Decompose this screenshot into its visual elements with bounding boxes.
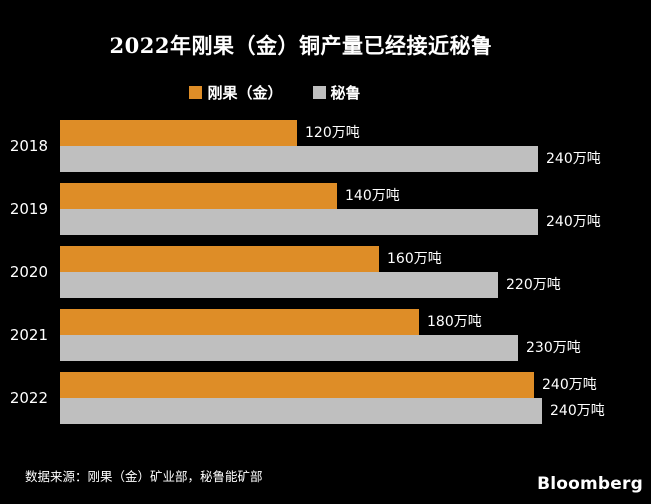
peru-bar-row: 240万吨 [60,398,651,424]
legend-swatch-congo-icon [189,86,203,99]
year-group: 2020 160万吨 220万吨 [0,246,651,298]
year-label: 2018 [9,137,48,155]
congo-value-label: 180万吨 [427,314,482,330]
peru-bar-row: 240万吨 [60,209,651,235]
chart-title: 2022年刚果（金）铜产量已经接近秘鲁 [109,33,493,58]
peru-bar-row: 230万吨 [60,335,651,361]
congo-bar-row: 140万吨 [60,183,651,209]
congo-bar-row: 120万吨 [60,120,651,146]
legend-label-congo: 刚果（金） [207,84,283,102]
source-note: 数据来源：刚果（金）矿业部，秘鲁能矿部 [25,469,263,484]
peru-bar-row: 220万吨 [60,272,651,298]
congo-bar [60,372,534,398]
legend: 刚果（金） 秘鲁 [60,82,490,103]
congo-bar [60,183,337,209]
year-group: 2019 140万吨 240万吨 [0,183,651,235]
chart-rows: 2018 120万吨 240万吨 2019 140万吨 240万吨 2020 1… [0,120,651,435]
congo-bar [60,120,297,146]
year-label: 2019 [9,200,48,218]
congo-value-label: 240万吨 [542,377,597,393]
year-group: 2018 120万吨 240万吨 [0,120,651,172]
year-label: 2022 [9,389,48,407]
legend-swatch-peru-icon [312,86,326,99]
peru-bar [60,335,518,361]
congo-bar-row: 180万吨 [60,309,651,335]
congo-value-label: 120万吨 [305,125,360,141]
peru-bar [60,398,542,424]
congo-value-label: 140万吨 [345,188,400,204]
peru-value-label: 240万吨 [550,403,605,419]
year-label: 2020 [9,263,48,281]
congo-bar [60,246,379,272]
congo-bar-row: 240万吨 [60,372,651,398]
legend-item-congo: 刚果（金） [189,82,283,103]
congo-value-label: 160万吨 [387,251,442,267]
bloomberg-logo: Bloomberg [537,474,643,494]
peru-bar [60,272,498,298]
peru-value-label: 240万吨 [546,151,601,167]
year-group: 2022 240万吨 240万吨 [0,372,651,424]
peru-value-label: 220万吨 [506,277,561,293]
peru-bar [60,146,538,172]
peru-bar [60,209,538,235]
legend-label-peru: 秘鲁 [330,84,361,102]
congo-bar-row: 160万吨 [60,246,651,272]
year-group: 2021 180万吨 230万吨 [0,309,651,361]
peru-value-label: 240万吨 [546,214,601,230]
congo-bar [60,309,419,335]
peru-bar-row: 240万吨 [60,146,651,172]
year-label: 2021 [9,326,48,344]
legend-item-peru: 秘鲁 [312,82,361,103]
peru-value-label: 230万吨 [526,340,581,356]
